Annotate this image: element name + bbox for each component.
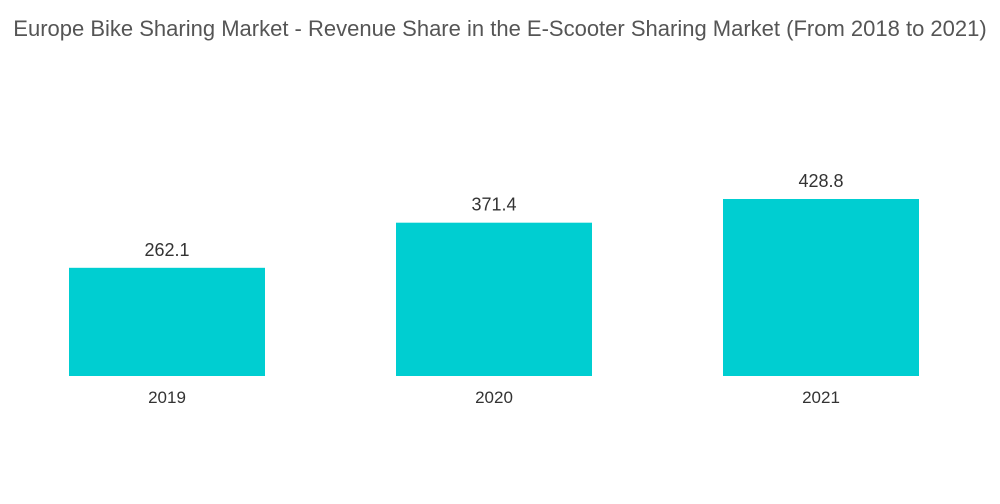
- value-label-2020: 371.4: [471, 195, 516, 215]
- bar-2019: [69, 267, 265, 376]
- x-tick-labels-group: 2019 2020 2021: [148, 388, 840, 407]
- bar-2020: [396, 222, 592, 376]
- x-tick-label-2019: 2019: [148, 388, 186, 407]
- value-label-2019: 262.1: [144, 240, 189, 260]
- x-tick-label-2021: 2021: [802, 388, 840, 407]
- value-label-2021: 428.8: [798, 171, 843, 191]
- x-tick-label-2020: 2020: [475, 388, 513, 407]
- chart-title: Europe Bike Sharing Market - Revenue Sha…: [13, 16, 987, 41]
- value-labels-group: 262.1 371.4 428.8: [144, 171, 843, 260]
- bar-2021: [723, 199, 919, 376]
- bars-group: [69, 199, 919, 376]
